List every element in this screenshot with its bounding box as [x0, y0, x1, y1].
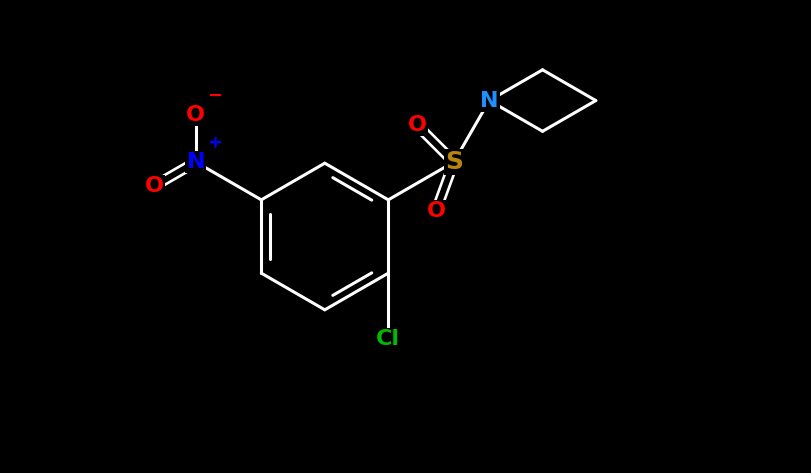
Text: +: +	[207, 134, 222, 152]
Text: Cl: Cl	[375, 329, 400, 350]
Text: O: O	[186, 105, 205, 125]
Text: O: O	[426, 201, 445, 221]
Text: N: N	[187, 152, 204, 172]
Text: O: O	[407, 115, 426, 135]
Text: N: N	[479, 90, 498, 111]
Text: −: −	[207, 87, 222, 105]
Text: O: O	[145, 175, 164, 196]
Text: S: S	[444, 150, 462, 174]
